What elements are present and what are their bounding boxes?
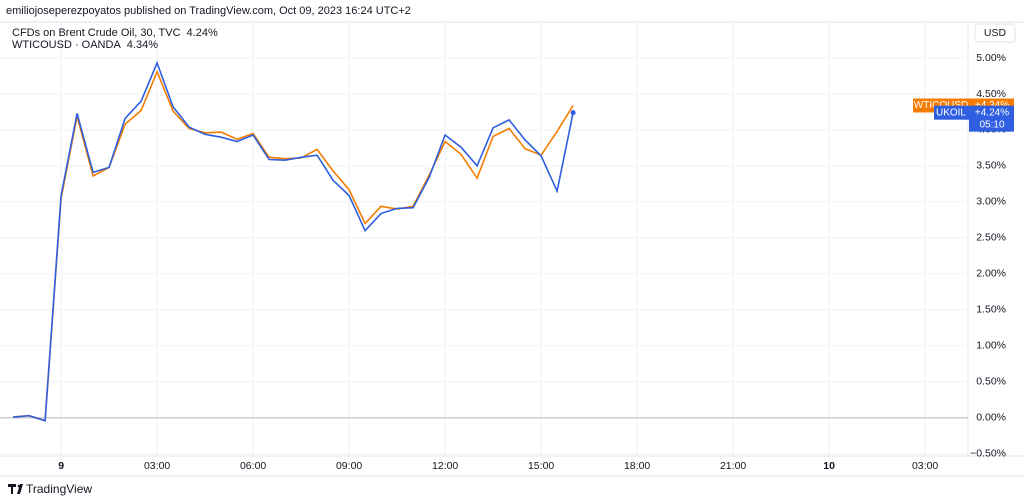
x-tick-label: 21:00 xyxy=(720,460,746,472)
y-tick-label: 0.50% xyxy=(976,376,1006,388)
y-tick-label: 3.50% xyxy=(976,160,1006,172)
y-tick-label: 3.00% xyxy=(976,196,1006,208)
y-tick-label: 0.00% xyxy=(976,412,1006,424)
currency: USD xyxy=(984,27,1007,39)
legend-name: CFDs on Brent Crude Oil, 30, TVC xyxy=(12,27,181,39)
y-tick-label: 4.50% xyxy=(976,88,1006,100)
last-point xyxy=(570,110,576,116)
y-tick-label: 1.00% xyxy=(976,340,1006,352)
y-tick-label: −0.50% xyxy=(970,448,1006,460)
x-tick-label: 15:00 xyxy=(528,460,554,472)
currency-box[interactable] xyxy=(974,23,1016,43)
x-tick-label: 03:00 xyxy=(912,460,938,472)
x-tick-label: 12:00 xyxy=(432,460,458,472)
tag-name: UKOIL xyxy=(936,107,966,118)
x-tick-label: 09:00 xyxy=(336,460,362,472)
x-tick-label: 9 xyxy=(58,460,64,472)
x-tick-label: 10 xyxy=(823,460,835,472)
legend-name: WTICOUSD · OANDA xyxy=(12,39,121,51)
y-tick-label: 1.50% xyxy=(976,304,1006,316)
x-tick-label: 06:00 xyxy=(240,460,266,472)
tag-name: WTICOUSD xyxy=(914,100,968,111)
y-tick-label: 2.00% xyxy=(976,268,1006,280)
y-tick-label: 5.00% xyxy=(976,52,1006,64)
series-line xyxy=(13,60,574,422)
tv-logo xyxy=(8,484,23,494)
price-tag xyxy=(934,105,969,120)
tag-value: +4.34% xyxy=(975,100,1009,111)
tag-value: +4.24% xyxy=(975,107,1009,118)
y-tick-label: 2.50% xyxy=(976,232,1006,244)
logo-dot xyxy=(17,484,21,488)
legend-value: 4.34% xyxy=(127,39,158,51)
tag-countdown: 05:10 xyxy=(979,119,1004,130)
x-tick-label: 18:00 xyxy=(624,460,650,472)
header: emiliojoseperezpoyatos published on Trad… xyxy=(6,5,411,17)
legend-value: 4.24% xyxy=(187,27,218,39)
footer-brand: TradingView xyxy=(26,482,92,496)
x-tick-label: 03:00 xyxy=(144,460,170,472)
price-tag xyxy=(969,105,1014,132)
